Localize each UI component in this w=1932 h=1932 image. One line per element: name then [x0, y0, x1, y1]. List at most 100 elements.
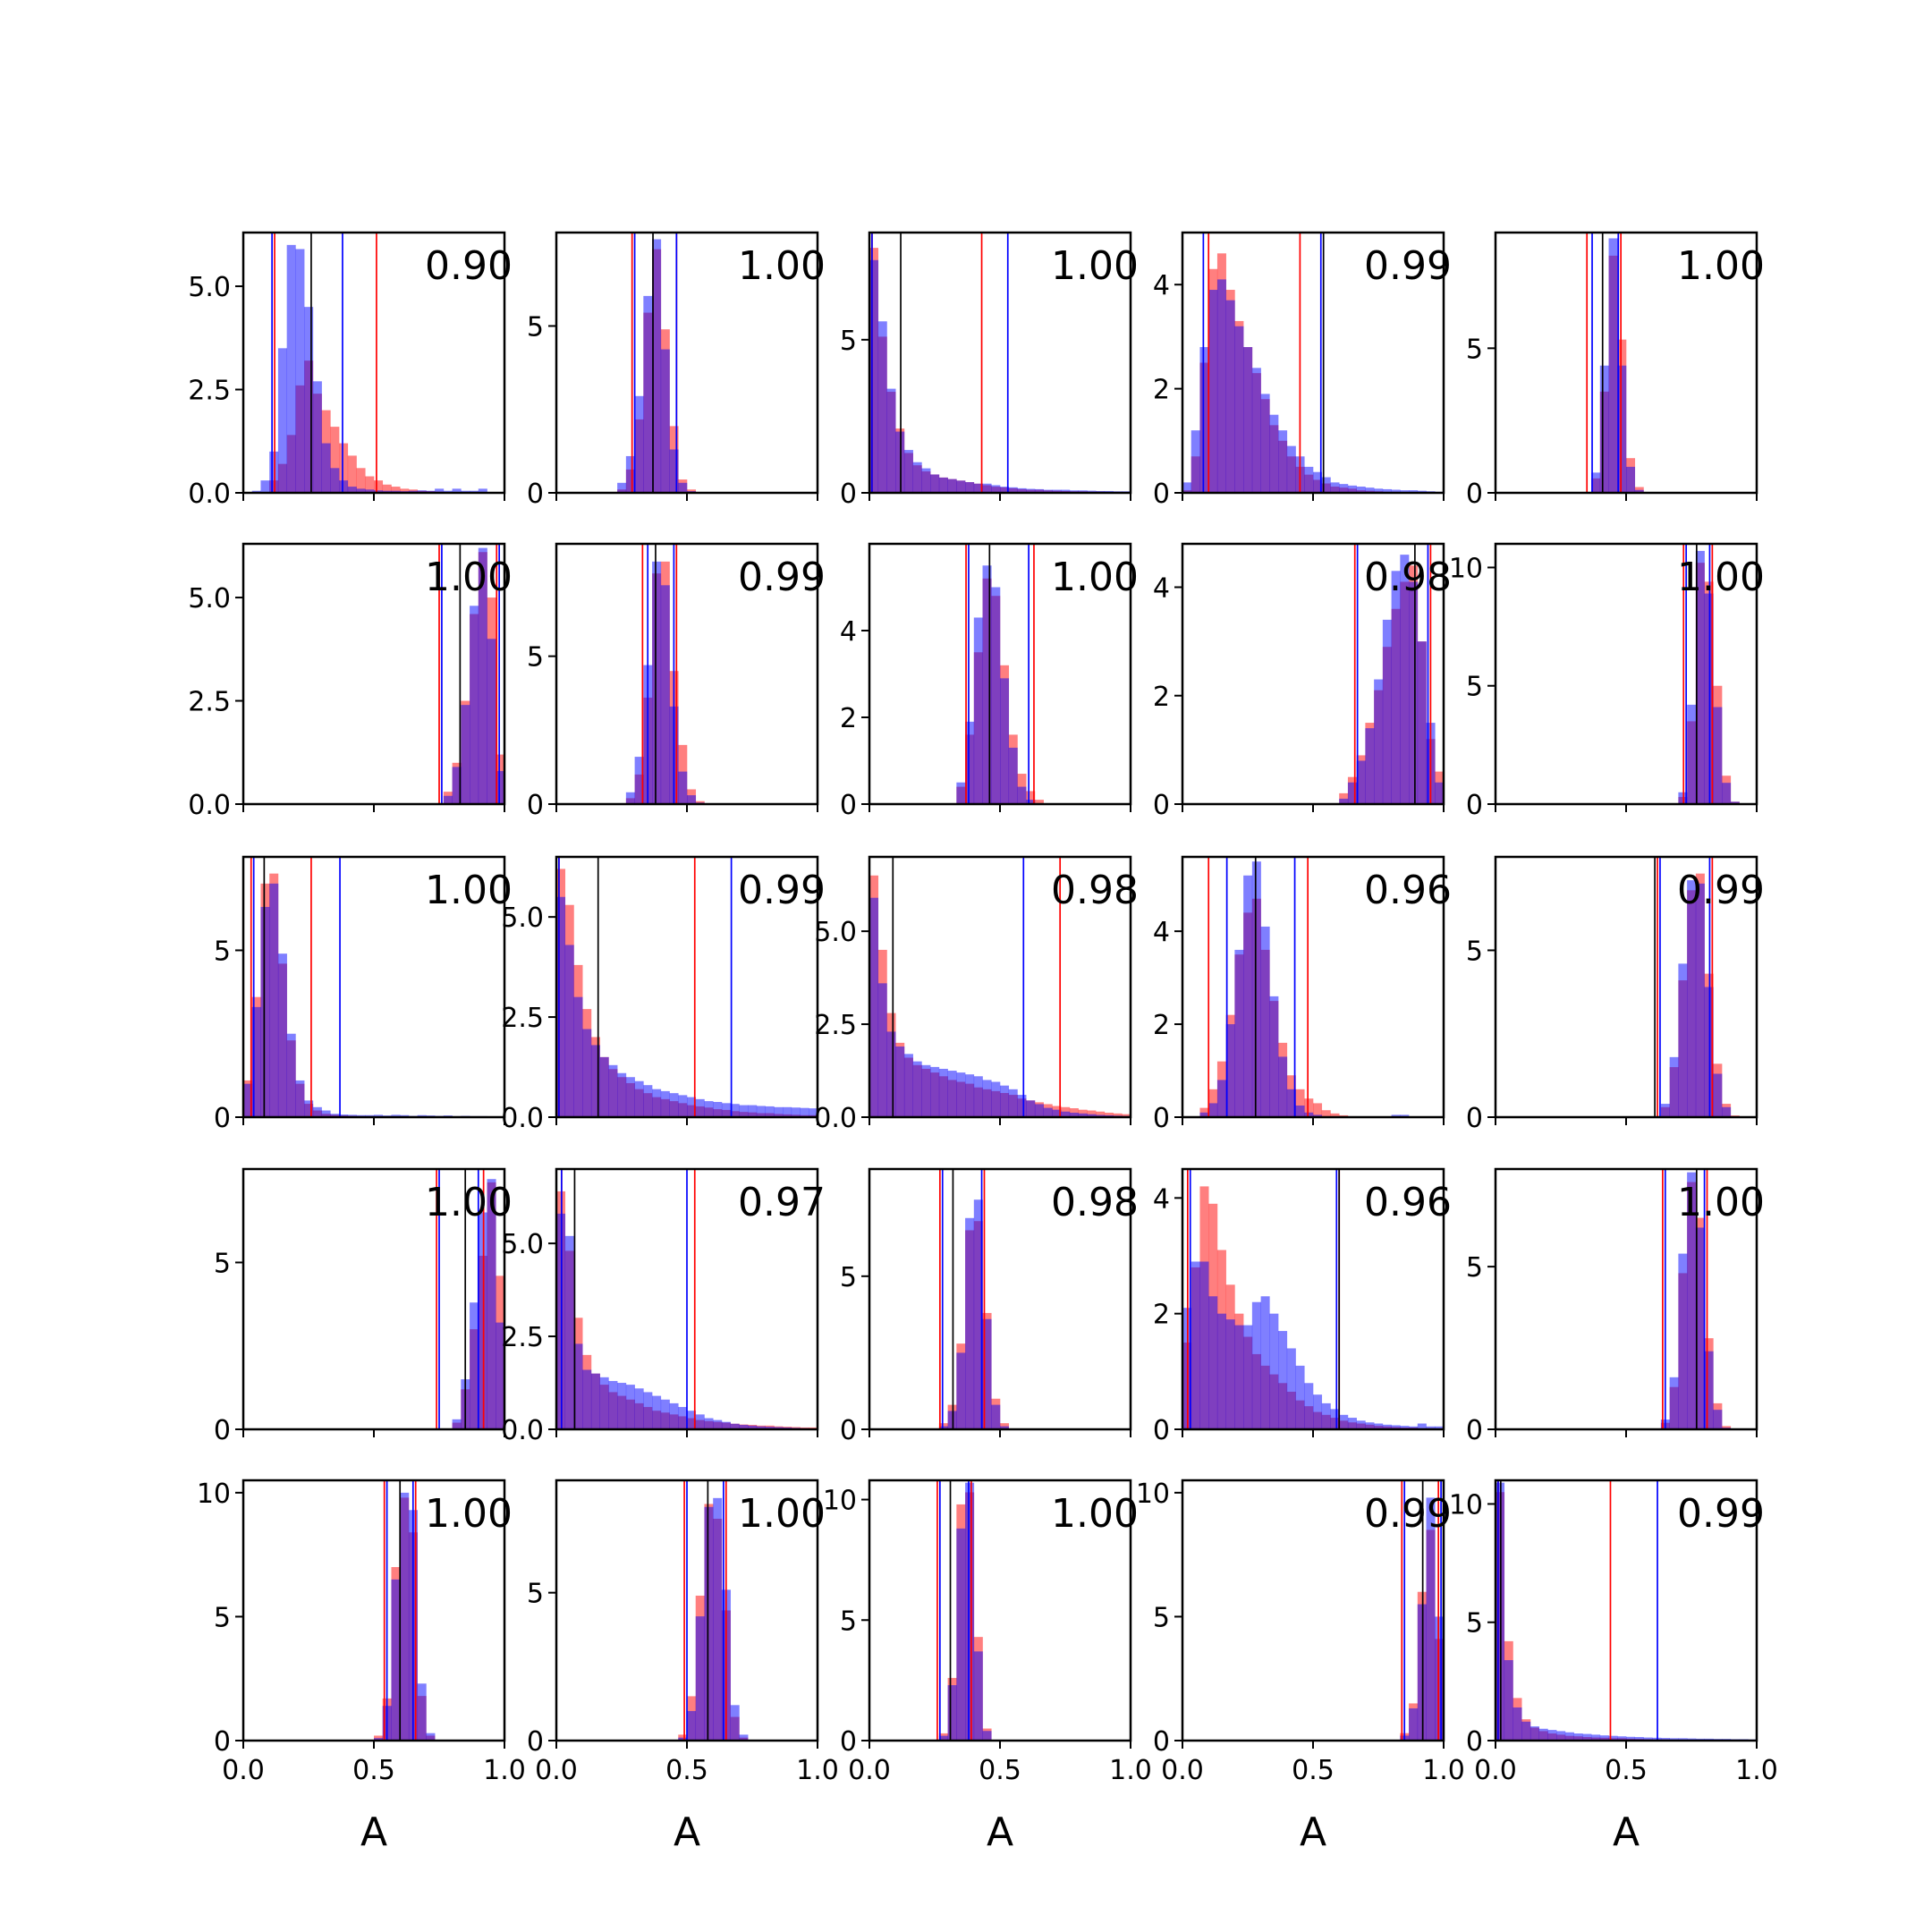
panel-plot-area [625, 544, 705, 804]
histogram-bar [321, 1110, 331, 1117]
histogram-bar [1365, 728, 1375, 804]
histogram-bar [1208, 290, 1218, 493]
panel-annotation: 1.00 [1051, 555, 1139, 600]
y-tick-label: 10 [1449, 1489, 1483, 1521]
y-tick-label: 0 [1466, 790, 1483, 821]
histogram-bar [1599, 1735, 1609, 1741]
histogram-bar [347, 1114, 357, 1117]
panel-annotation: 1.00 [1677, 243, 1765, 289]
histogram-bar [756, 1106, 766, 1117]
histogram-bar [452, 488, 462, 493]
histogram-bar [1365, 1422, 1375, 1429]
panel-r3-c2: 0.0 2.5 5.0 0.99 [501, 855, 826, 1134]
histogram-bar [1400, 1114, 1410, 1117]
panel-plot-area [678, 1480, 749, 1741]
histogram-bar [1199, 1261, 1209, 1429]
histogram-bar [1269, 1313, 1279, 1429]
panel-plot-area [438, 544, 504, 804]
histogram-bar [1695, 1227, 1705, 1429]
histogram-bar [617, 1072, 627, 1117]
y-tick-label: 2.5 [188, 376, 231, 407]
y-tick-label: 0.0 [814, 1103, 857, 1134]
panel-annotation: 0.99 [738, 555, 826, 600]
y-tick-label: 5.0 [188, 272, 231, 303]
histogram-bar [1687, 1172, 1697, 1429]
histogram-bar [608, 1064, 618, 1117]
panel-r1-c1: 0.0 2.5 5.0 0.90 [188, 231, 513, 510]
histogram-bar [251, 1006, 261, 1117]
y-tick-label: 5 [214, 936, 231, 967]
panel-annotation: 0.90 [425, 243, 513, 289]
histogram-bar [1417, 1423, 1427, 1429]
histogram-bar [391, 1114, 401, 1117]
histogram-bar [791, 1107, 801, 1117]
histogram-bar [713, 1419, 723, 1429]
panel-r4-c4: 0 2 4 0.96 [1153, 1167, 1452, 1446]
y-tick-label: 2 [1153, 1300, 1170, 1331]
histogram-bar [1660, 1738, 1670, 1741]
panel-annotation: 1.00 [425, 555, 513, 600]
y-tick-label: 0.0 [501, 1103, 544, 1134]
y-tick-label: 2 [1153, 682, 1170, 713]
histogram-bar [947, 479, 957, 493]
panel-r5-c3: 0 5 10 0.0 0.5 1.0 A 1.00 [823, 1479, 1152, 1855]
histogram-bar [687, 1411, 697, 1429]
histogram-bar [1017, 786, 1027, 804]
histogram-bar [886, 388, 896, 493]
series-blue [556, 896, 818, 1117]
histogram-bar [1269, 996, 1279, 1117]
histogram-bar [1008, 1089, 1018, 1117]
histogram-bar [1069, 1113, 1079, 1117]
histogram-bar [417, 1683, 427, 1741]
histogram-bar [1669, 1738, 1679, 1741]
histogram-bar [774, 1106, 784, 1117]
panel-r3-c5: 050.99 [1466, 855, 1765, 1134]
histogram-bar [374, 1114, 384, 1117]
y-tick-label: 0 [1153, 479, 1170, 510]
histogram-bar [1400, 490, 1410, 493]
histogram-bar [687, 1710, 697, 1741]
x-tick-label: 0.0 [1161, 1755, 1204, 1786]
histogram-bar [1104, 1113, 1114, 1117]
panel-annotation: 1.00 [425, 1180, 513, 1225]
panel-r1-c4: 0 2 4 0.99 [1153, 231, 1452, 510]
histogram-bar [1113, 1113, 1123, 1117]
histogram-bar [625, 1385, 635, 1429]
histogram-bar [1626, 1736, 1636, 1741]
histogram-bar [938, 1426, 948, 1429]
histogram-bar [1678, 1738, 1688, 1741]
histogram-bar [374, 490, 384, 493]
panel-plot-area [936, 1480, 992, 1741]
histogram-bar [973, 1199, 983, 1429]
histogram-bar [1722, 783, 1732, 804]
panel-plot-area [1182, 233, 1444, 493]
histogram-bar [1313, 1114, 1323, 1117]
panel-r2-c5: 0 5 10 1.00 [1449, 542, 1765, 821]
y-tick-label: 0 [840, 790, 857, 821]
histogram-bar [1617, 365, 1627, 493]
histogram-bar [426, 1733, 436, 1741]
y-tick-label: 5 [527, 642, 544, 674]
histogram-bar [947, 1071, 957, 1117]
histogram-bar [1260, 394, 1270, 493]
histogram-bar [1000, 678, 1010, 804]
y-tick-label: 5.0 [501, 1229, 544, 1260]
histogram-bar [374, 1738, 384, 1741]
y-tick-label: 0 [1466, 1415, 1483, 1446]
histogram-bar [573, 996, 583, 1117]
panel-r3-c4: 0 2 4 0.96 [1153, 855, 1452, 1134]
histogram-bar [1216, 1313, 1226, 1429]
panel-r1-c3: 051.00 [840, 231, 1139, 510]
histogram-bar [660, 1399, 670, 1429]
histogram-bar [1409, 1707, 1419, 1741]
histogram-bar [1634, 489, 1644, 493]
histogram-bar [1225, 300, 1235, 493]
histogram-bar [739, 1425, 749, 1429]
histogram-bar [1304, 466, 1314, 493]
x-tick-label: 1.0 [1422, 1755, 1465, 1786]
panel-plot-area [956, 544, 1044, 804]
histogram-bar [391, 487, 401, 493]
histogram-bar [1208, 1296, 1218, 1429]
y-tick-label: 5 [1153, 1602, 1170, 1633]
